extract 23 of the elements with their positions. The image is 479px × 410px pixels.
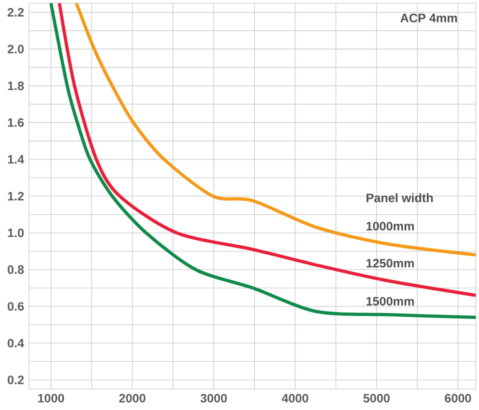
y-tick-label: 0.4	[8, 338, 24, 348]
y-tick-label: 0.6	[8, 302, 24, 311]
y-tick-label: 2.0	[8, 44, 24, 54]
x-tick-label: 6000	[444, 394, 472, 403]
series-label: 1500mm	[366, 297, 414, 306]
y-tick-label: 1.6	[8, 118, 24, 128]
y-tick-label: 0.8	[8, 265, 24, 274]
y-tick-label: 1.4	[8, 155, 24, 164]
x-tick-label: 4000	[282, 394, 308, 403]
x-tick-label: 5000	[363, 394, 390, 403]
line-series	[74, 3, 476, 257]
y-tick-label: 1.0	[8, 228, 24, 238]
text: ACP 4mm	[400, 14, 457, 22]
series-label: 1000mm	[366, 222, 414, 231]
y-tick-label: 2.2	[8, 8, 24, 17]
series-label: 1250mm	[366, 259, 414, 268]
x-tick-label: 1000	[38, 394, 64, 403]
x-tick-label: 3000	[200, 394, 227, 403]
y-tick-label: 1.8	[8, 82, 24, 90]
annotation: Panel width	[366, 193, 433, 202]
y-tick-label: 0.2	[8, 376, 24, 384]
y-tick-label: 1.2	[8, 192, 24, 200]
x-tick-label: 2000	[119, 394, 146, 403]
